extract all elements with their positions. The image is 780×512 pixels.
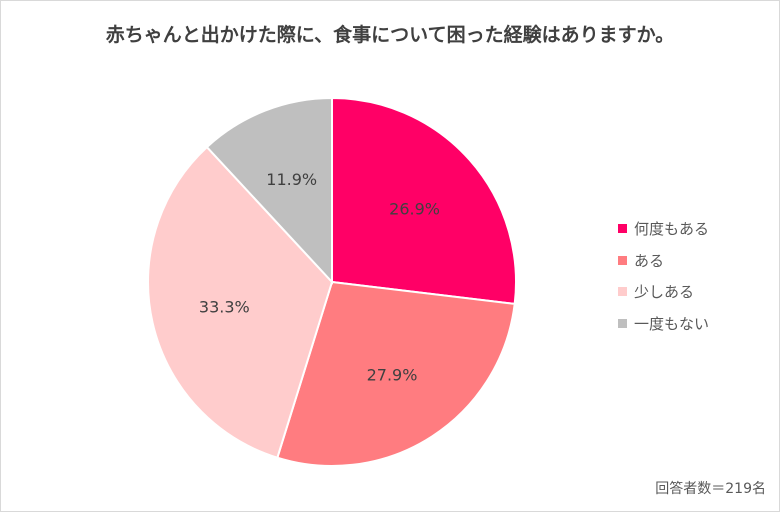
pie-slice-1 xyxy=(331,96,517,306)
legend-label: ある xyxy=(634,251,665,270)
legend-item: ある xyxy=(618,245,709,277)
respondent-count: 回答者数＝219名 xyxy=(655,481,766,497)
legend: 何度もあるある少しある一度もない xyxy=(618,213,709,339)
data-label: 26.9% xyxy=(389,200,440,219)
pie-slice-3 xyxy=(147,145,334,459)
chart-title: 赤ちゃんと出かけた際に、食事について困った経験はありますか。 xyxy=(105,24,675,46)
legend-item: 一度もない xyxy=(618,308,709,340)
data-label: 11.9% xyxy=(266,170,317,189)
legend-label: 一度もない xyxy=(634,314,710,333)
legend-swatch xyxy=(618,224,627,234)
legend-label: 何度もある xyxy=(634,220,710,239)
legend-label: 少しある xyxy=(634,283,695,302)
data-label: 33.3% xyxy=(199,297,250,316)
data-label: 27.9% xyxy=(367,366,418,385)
legend-swatch xyxy=(618,287,627,297)
legend-item: 何度もある xyxy=(618,213,709,245)
legend-swatch xyxy=(618,318,627,328)
legend-item: 少しある xyxy=(618,276,709,308)
pie-slice-4 xyxy=(205,96,333,285)
legend-swatch xyxy=(618,255,627,265)
pie-slice-2 xyxy=(276,280,516,467)
